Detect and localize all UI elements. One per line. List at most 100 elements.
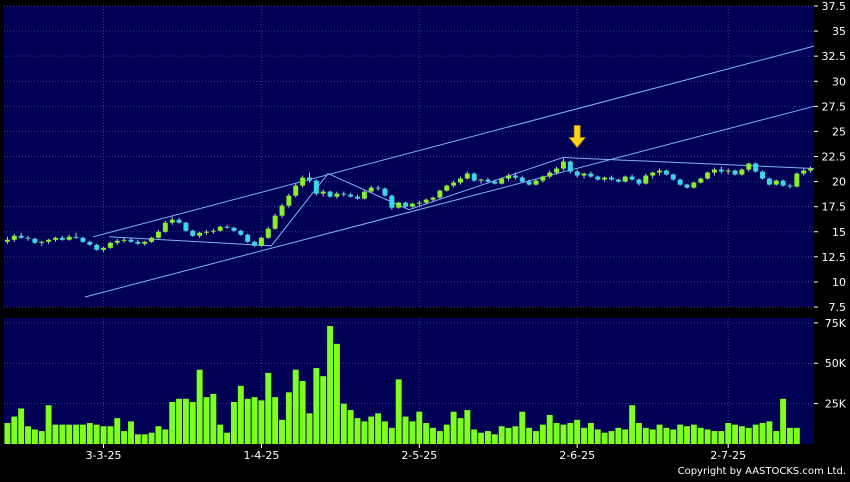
candle: [444, 184, 450, 192]
volume-bar: [436, 431, 443, 444]
date-tick-label: 2-6-25: [559, 449, 595, 462]
candle-body: [471, 173, 477, 181]
candle-body: [629, 176, 635, 180]
candle-body: [409, 203, 415, 207]
volume-bar: [368, 416, 375, 444]
candle: [306, 172, 312, 183]
candle: [348, 192, 354, 198]
volume-bar: [574, 419, 581, 444]
candle: [101, 246, 107, 252]
candle: [46, 238, 52, 244]
price-tick-label: 30: [832, 75, 846, 88]
volume-bar: [670, 429, 677, 444]
candle-body: [753, 163, 759, 172]
candle-body: [39, 241, 45, 243]
candle: [663, 169, 669, 176]
candle-body: [533, 180, 539, 185]
candle-body: [348, 194, 354, 197]
volume-bar: [759, 423, 766, 444]
candle-body: [204, 231, 209, 233]
volume-bar: [11, 416, 18, 444]
candle-body: [258, 237, 264, 246]
volume-bars: [4, 326, 800, 444]
candle-body: [458, 178, 463, 183]
volume-bar: [636, 423, 642, 444]
volume-bar: [361, 421, 368, 444]
candle: [416, 200, 422, 206]
candle: [588, 171, 594, 178]
candle-body: [142, 241, 148, 244]
volume-bar: [519, 411, 526, 444]
volume-bar: [402, 416, 409, 444]
candle-body: [711, 169, 717, 173]
candle-body: [176, 219, 182, 223]
volume-bar: [210, 393, 217, 444]
candle-body: [341, 193, 347, 195]
candle-body: [334, 193, 340, 197]
volume-bar: [787, 427, 793, 444]
volume-bar: [354, 418, 361, 444]
upper-channel-trendline: [92, 45, 815, 238]
candle: [595, 175, 601, 181]
candle: [368, 185, 374, 193]
volume-bar: [443, 424, 450, 444]
volume-bar: [539, 424, 546, 444]
candle: [677, 178, 683, 186]
candle-body: [252, 241, 258, 246]
candle-body: [80, 237, 86, 242]
candle: [437, 189, 443, 199]
candle: [650, 171, 656, 179]
volume-bar: [292, 369, 299, 444]
volume-bar: [244, 398, 251, 444]
volume-bar: [450, 411, 457, 444]
volume-bar: [608, 431, 615, 444]
candle: [760, 170, 765, 180]
candle-body: [114, 240, 120, 243]
candle-body: [101, 247, 107, 250]
volume-bar: [306, 413, 313, 444]
volume-bar: [725, 423, 732, 444]
candle: [766, 177, 772, 186]
candle: [560, 158, 566, 171]
volume-bar: [134, 434, 141, 444]
candle-body: [780, 180, 786, 186]
candle-body: [801, 170, 807, 174]
price-tick-label: 7.5: [829, 301, 847, 314]
candle: [499, 177, 505, 185]
price-tick-label: 12.5: [822, 251, 847, 264]
candle: [142, 240, 148, 246]
candle: [135, 239, 141, 245]
candle: [458, 176, 463, 185]
candle-body: [609, 177, 614, 180]
candle: [403, 201, 409, 208]
candle: [128, 237, 134, 243]
candle-body: [59, 237, 65, 240]
volume-bar: [663, 427, 670, 444]
candle: [355, 194, 360, 200]
candle-body: [478, 179, 484, 181]
candle: [512, 172, 518, 180]
volume-bar: [498, 426, 505, 444]
candle-body: [670, 174, 676, 180]
volume-bar: [45, 405, 52, 444]
candle-body: [107, 242, 113, 248]
candle: [684, 183, 690, 189]
candle-body: [684, 184, 690, 188]
candle-body: [773, 180, 779, 185]
candle-body: [361, 191, 367, 199]
volume-bar: [388, 427, 395, 444]
candle: [238, 229, 244, 236]
candle: [780, 179, 786, 187]
candle-body: [437, 190, 443, 198]
candle-body: [403, 202, 409, 207]
candle: [149, 236, 155, 243]
volume-bar: [169, 402, 176, 444]
candle-body: [663, 170, 669, 175]
volume-bar: [560, 424, 567, 444]
volume-bar: [107, 426, 114, 444]
candle-body: [547, 172, 553, 177]
candle-body: [155, 231, 161, 238]
candle-body: [382, 188, 388, 196]
volume-bar: [581, 427, 587, 444]
candle: [478, 178, 484, 184]
